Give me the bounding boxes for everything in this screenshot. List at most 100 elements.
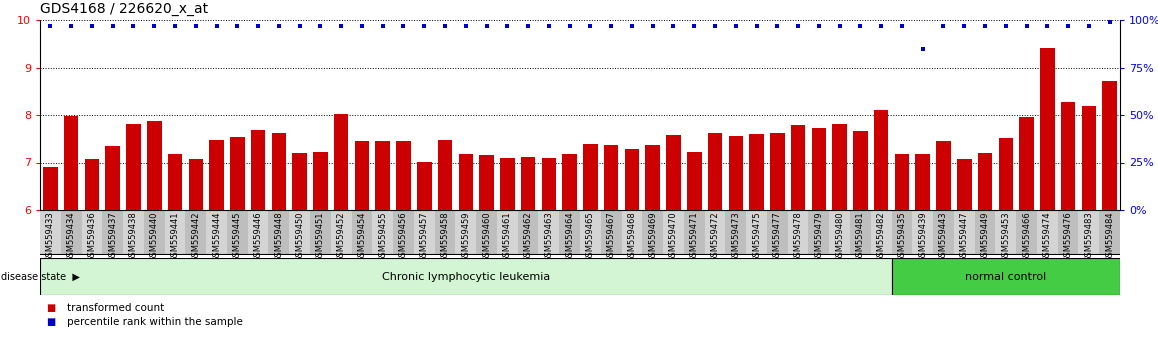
Bar (853, 131, 867, 210)
Bar (645, 145, 660, 210)
Text: GSM559454: GSM559454 (358, 211, 366, 262)
Bar (1040, 47, 1055, 210)
Text: GSM559474: GSM559474 (1043, 211, 1051, 262)
Bar (704, 210, 725, 255)
Text: GSM559475: GSM559475 (752, 211, 761, 262)
Bar (518, 210, 538, 255)
Bar (102, 210, 123, 255)
Bar (977, 154, 992, 210)
Text: GSM559438: GSM559438 (129, 211, 138, 262)
Bar (833, 124, 846, 210)
Point (997, 23, 1016, 29)
Bar (455, 210, 476, 255)
Text: GSM559479: GSM559479 (814, 211, 823, 262)
Text: GSM559484: GSM559484 (1105, 211, 1114, 262)
Point (312, 23, 330, 29)
Bar (770, 133, 785, 210)
Point (42, 23, 60, 29)
Bar (687, 152, 702, 210)
Text: GSM559458: GSM559458 (440, 211, 449, 262)
Text: Chronic lymphocytic leukemia: Chronic lymphocytic leukemia (382, 272, 550, 281)
Bar (189, 159, 203, 210)
Point (851, 23, 870, 29)
Bar (664, 210, 684, 255)
Bar (500, 158, 514, 210)
Point (644, 23, 662, 29)
Bar (168, 154, 182, 210)
Point (332, 23, 351, 29)
Text: GSM559483: GSM559483 (1084, 211, 1093, 262)
Point (456, 23, 475, 29)
Text: GSM559470: GSM559470 (669, 211, 677, 262)
Bar (251, 130, 265, 210)
Bar (331, 210, 352, 255)
Text: GSM559441: GSM559441 (170, 211, 179, 262)
Bar (206, 210, 227, 255)
Text: GSM559436: GSM559436 (87, 211, 96, 262)
Bar (749, 134, 764, 210)
Point (82, 23, 101, 29)
Text: percentile rank within the sample: percentile rank within the sample (67, 317, 242, 327)
Point (1079, 23, 1098, 29)
Text: GSM559443: GSM559443 (939, 211, 948, 262)
Bar (603, 145, 618, 210)
Point (394, 23, 412, 29)
Point (270, 23, 288, 29)
Bar (227, 210, 248, 255)
Text: GSM559444: GSM559444 (212, 211, 221, 262)
Bar (185, 210, 206, 255)
Bar (998, 138, 1013, 210)
Point (207, 23, 226, 29)
Text: GSM559434: GSM559434 (67, 211, 75, 262)
Point (1017, 23, 1035, 29)
Text: normal control: normal control (965, 272, 1047, 281)
Bar (64, 116, 79, 210)
Text: GSM559437: GSM559437 (108, 211, 117, 262)
Point (435, 23, 454, 29)
Point (373, 23, 391, 29)
Text: GSM559467: GSM559467 (607, 211, 616, 262)
Text: GSM559453: GSM559453 (1002, 211, 1010, 262)
Bar (892, 210, 913, 255)
Point (830, 23, 849, 29)
Bar (60, 210, 81, 255)
Text: GSM559457: GSM559457 (419, 211, 428, 262)
Bar (334, 114, 349, 210)
Bar (787, 210, 808, 255)
Bar (1057, 210, 1078, 255)
Point (872, 23, 891, 29)
Bar (476, 210, 497, 255)
Bar (105, 146, 120, 210)
Point (540, 23, 558, 29)
Text: GDS4168 / 226620_x_at: GDS4168 / 226620_x_at (41, 2, 208, 16)
Bar (933, 210, 954, 255)
Bar (352, 210, 373, 255)
Bar (791, 125, 805, 210)
Point (103, 23, 122, 29)
Bar (580, 210, 601, 255)
Point (353, 23, 372, 29)
Text: GSM559449: GSM559449 (981, 211, 989, 262)
Bar (808, 210, 829, 255)
Text: GSM559482: GSM559482 (877, 211, 886, 262)
Bar (725, 210, 746, 255)
Bar (417, 161, 432, 210)
Text: GSM559435: GSM559435 (897, 211, 907, 262)
Text: GSM559450: GSM559450 (295, 211, 305, 262)
Bar (624, 149, 639, 210)
Text: GSM559473: GSM559473 (731, 211, 740, 262)
Text: GSM559459: GSM559459 (461, 211, 470, 262)
Text: GSM559472: GSM559472 (711, 211, 719, 262)
Text: GSM559481: GSM559481 (856, 211, 865, 262)
Point (914, 46, 932, 51)
Bar (601, 210, 622, 255)
Point (519, 23, 537, 29)
Point (145, 23, 163, 29)
Text: GSM559452: GSM559452 (337, 211, 345, 262)
Text: GSM559476: GSM559476 (1063, 211, 1072, 262)
Text: GSM559445: GSM559445 (233, 211, 242, 262)
Bar (310, 210, 331, 255)
Point (726, 23, 745, 29)
Bar (728, 136, 743, 210)
Text: GSM559456: GSM559456 (400, 211, 408, 262)
